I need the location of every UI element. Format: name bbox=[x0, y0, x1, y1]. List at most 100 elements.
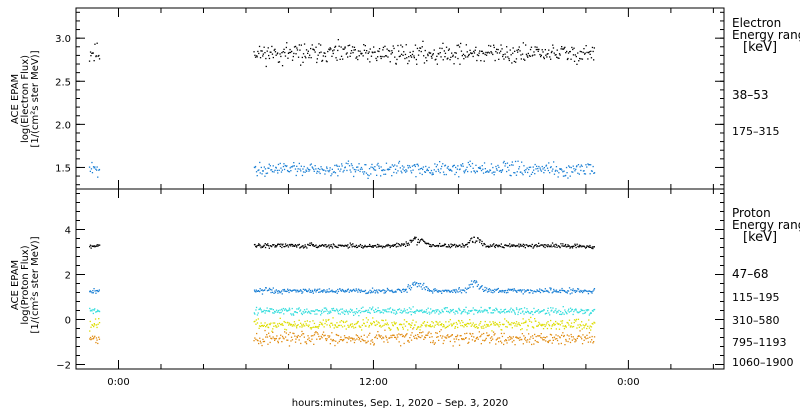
data-point bbox=[274, 48, 276, 50]
data-point bbox=[509, 243, 511, 245]
data-point bbox=[569, 166, 571, 168]
data-point bbox=[265, 326, 267, 328]
data-point bbox=[541, 49, 543, 51]
data-point bbox=[419, 240, 421, 242]
data-point bbox=[333, 171, 335, 173]
data-point bbox=[258, 325, 261, 327]
data-point bbox=[344, 321, 347, 323]
data-point bbox=[493, 324, 495, 326]
data-point bbox=[262, 290, 264, 292]
data-point bbox=[496, 169, 498, 171]
data-point bbox=[344, 313, 346, 315]
data-point bbox=[464, 324, 467, 326]
data-point bbox=[430, 341, 432, 344]
data-point bbox=[570, 333, 572, 336]
data-point bbox=[337, 175, 339, 177]
data-point bbox=[281, 246, 283, 249]
data-point bbox=[260, 342, 262, 344]
data-point bbox=[529, 175, 531, 177]
data-point bbox=[340, 289, 342, 292]
data-point bbox=[521, 338, 523, 341]
data-point bbox=[385, 323, 387, 326]
data-point bbox=[454, 52, 456, 54]
data-point bbox=[299, 247, 301, 249]
data-point bbox=[323, 245, 325, 247]
data-point bbox=[267, 167, 269, 169]
data-point bbox=[266, 336, 269, 338]
data-point bbox=[318, 52, 321, 54]
data-point bbox=[420, 336, 422, 339]
data-point bbox=[545, 244, 547, 246]
data-point bbox=[331, 332, 333, 334]
data-point bbox=[367, 340, 369, 342]
data-point bbox=[322, 291, 324, 293]
data-point bbox=[483, 290, 485, 292]
data-point bbox=[546, 289, 548, 292]
data-point bbox=[588, 51, 590, 53]
data-point bbox=[431, 54, 434, 56]
data-point bbox=[285, 329, 288, 331]
data-point bbox=[450, 169, 452, 171]
data-point bbox=[336, 165, 338, 167]
data-point bbox=[255, 323, 257, 325]
data-point bbox=[354, 290, 356, 292]
data-point bbox=[370, 166, 372, 168]
data-point bbox=[402, 288, 404, 290]
data-point bbox=[327, 50, 329, 53]
data-point bbox=[582, 324, 584, 326]
data-point bbox=[436, 332, 438, 334]
data-point bbox=[482, 52, 485, 54]
data-point bbox=[91, 245, 94, 247]
data-point bbox=[375, 57, 377, 60]
x-tick-label: 0:00 bbox=[617, 377, 639, 388]
data-point bbox=[464, 290, 466, 292]
data-point bbox=[261, 324, 264, 327]
data-point bbox=[357, 58, 359, 61]
data-point bbox=[282, 165, 285, 168]
data-point bbox=[386, 339, 388, 341]
data-point bbox=[433, 290, 435, 292]
data-point bbox=[481, 327, 483, 329]
data-point bbox=[465, 306, 467, 308]
data-point bbox=[293, 332, 295, 335]
data-point bbox=[256, 290, 258, 292]
data-point bbox=[394, 243, 397, 246]
data-point bbox=[309, 244, 311, 247]
data-point bbox=[422, 168, 424, 171]
data-point bbox=[569, 307, 572, 309]
data-point bbox=[385, 319, 387, 321]
data-point bbox=[355, 57, 357, 59]
data-point bbox=[401, 323, 403, 326]
data-point bbox=[575, 340, 577, 342]
data-point bbox=[427, 53, 429, 55]
data-point bbox=[455, 291, 457, 294]
data-point bbox=[418, 241, 420, 244]
data-point bbox=[520, 308, 523, 310]
data-point bbox=[280, 291, 282, 293]
data-point bbox=[263, 324, 265, 327]
data-point bbox=[509, 174, 511, 176]
data-point bbox=[274, 311, 277, 313]
data-point bbox=[375, 308, 377, 310]
data-point bbox=[300, 170, 302, 172]
data-point bbox=[337, 326, 339, 328]
data-point bbox=[289, 323, 291, 325]
data-point bbox=[332, 52, 334, 55]
data-point bbox=[348, 291, 350, 293]
data-point bbox=[299, 290, 301, 292]
data-point bbox=[292, 289, 294, 291]
data-point bbox=[330, 338, 332, 340]
data-point bbox=[434, 324, 436, 326]
data-point bbox=[385, 245, 387, 247]
data-point bbox=[582, 334, 584, 336]
data-point bbox=[371, 322, 373, 325]
data-point bbox=[573, 245, 575, 247]
data-point bbox=[464, 54, 466, 57]
data-point bbox=[446, 167, 448, 169]
data-point bbox=[261, 50, 263, 52]
data-point bbox=[524, 247, 526, 249]
data-point bbox=[397, 329, 399, 331]
data-point bbox=[405, 171, 407, 173]
data-point bbox=[420, 324, 422, 326]
data-point bbox=[266, 244, 268, 246]
